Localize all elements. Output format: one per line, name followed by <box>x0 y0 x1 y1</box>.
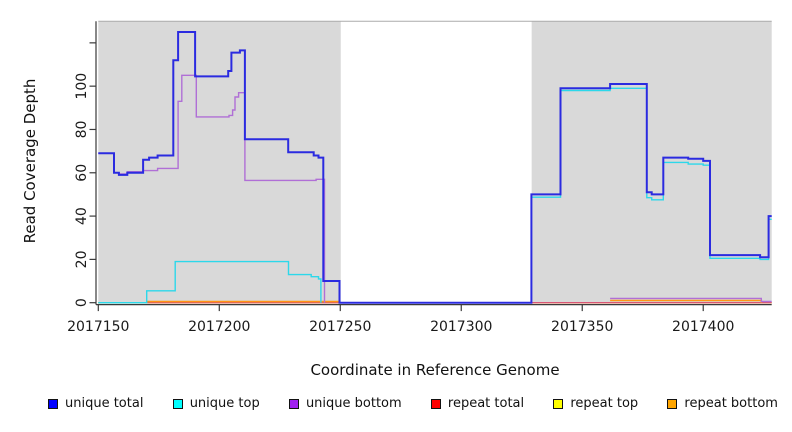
covered-region-rect <box>531 21 772 304</box>
x-tick-label: 2017300 <box>430 319 492 335</box>
legend: unique total unique top unique bottom repea… <box>0 396 792 411</box>
coverage-region-shading <box>98 21 772 304</box>
series-unique-top-line <box>98 260 322 304</box>
legend-label: repeat bottom <box>684 396 778 411</box>
legend-item-unique-top: unique top <box>172 396 260 411</box>
y-tick-label: 20 <box>74 250 90 268</box>
legend-label: unique total <box>65 396 144 411</box>
series-unique-bottom-line <box>610 297 772 303</box>
coverage-plot: 2017150 2017200 2017250 2017300 2017350 20174… <box>67 20 772 335</box>
legend-swatch-repeat-total <box>430 398 441 409</box>
series-lines <box>98 31 772 304</box>
legend-label: unique top <box>189 396 260 411</box>
legend-item-repeat-top: repeat top <box>553 396 638 411</box>
legend-item-unique-bottom: unique bottom <box>288 396 402 411</box>
y-tick-label: 0 <box>74 298 90 307</box>
legend-label: unique bottom <box>305 396 402 411</box>
x-tick-label: 2017200 <box>188 319 250 335</box>
axes <box>89 21 772 312</box>
legend-item-repeat-bottom: repeat bottom <box>667 396 778 411</box>
y-tick-label: 40 <box>74 207 90 225</box>
legend-swatch-unique-total <box>48 398 58 409</box>
legend-swatch-repeat-bottom <box>667 398 678 409</box>
legend-swatch-unique-bottom <box>288 398 299 409</box>
y-tick-label: 80 <box>74 121 90 139</box>
x-tick-label: 2017350 <box>551 319 613 335</box>
legend-swatch-repeat-top <box>553 398 564 409</box>
y-tick-label: 60 <box>74 164 90 182</box>
series-unique-top-line <box>531 87 772 261</box>
tick-labels: 2017150 2017200 2017250 2017300 2017350 20174… <box>67 73 734 335</box>
legend-swatch-unique-top <box>172 398 183 409</box>
legend-label: repeat top <box>570 396 639 411</box>
covered-region-rect <box>98 21 341 304</box>
x-tick-label: 2017150 <box>67 319 129 335</box>
legend-item-repeat-total: repeat total <box>430 396 525 411</box>
x-tick-label: 2017400 <box>672 319 734 335</box>
legend-item-unique-total: unique total <box>48 396 143 411</box>
x-tick-label: 2017250 <box>309 319 371 335</box>
legend-label: repeat total <box>447 396 525 411</box>
x-axis-title: Coordinate in Reference Genome <box>310 361 560 379</box>
y-axis-title: Read Coverage Depth <box>21 78 39 244</box>
y-tick-label: 100 <box>74 73 90 100</box>
series-unique-total-line <box>98 31 772 304</box>
